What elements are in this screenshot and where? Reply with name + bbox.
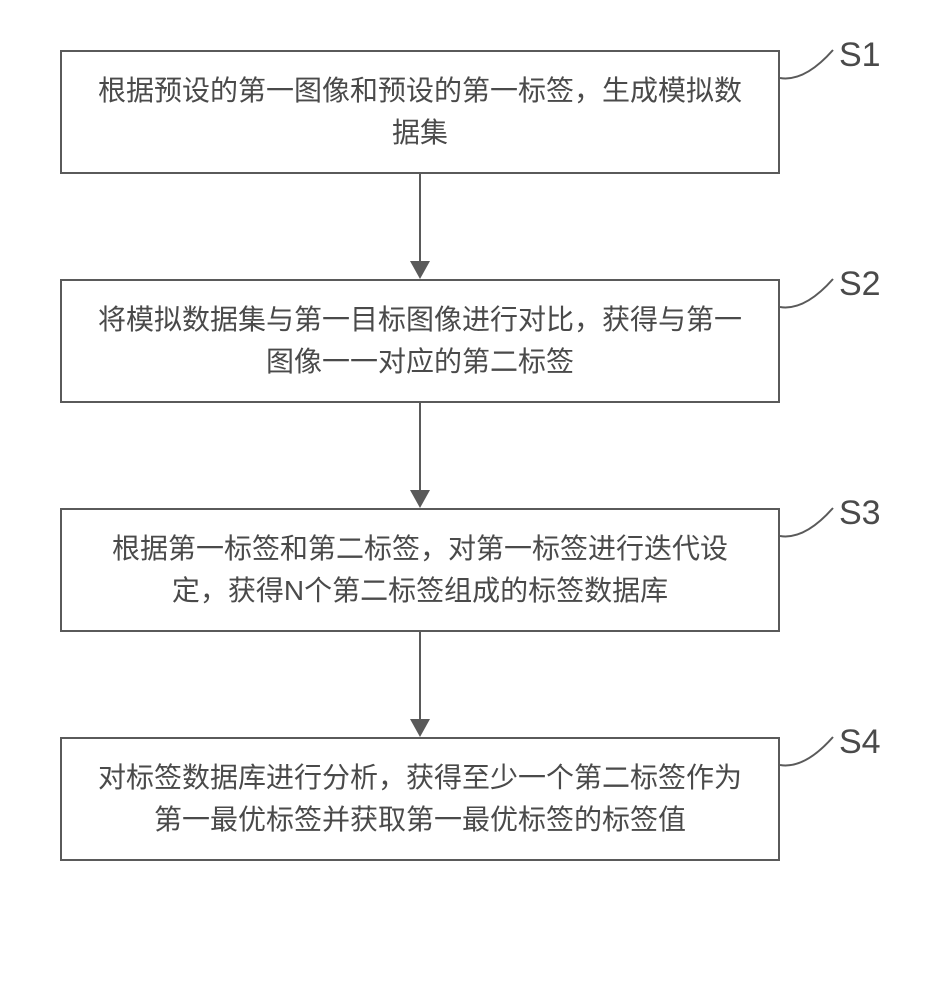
step-box-s4: 对标签数据库进行分析，获得至少一个第二标签作为第一最优标签并获取第一最优标签的标… bbox=[60, 737, 780, 861]
step-label-s3: S3 bbox=[839, 494, 881, 533]
arrow-wrap bbox=[60, 174, 780, 279]
step-text: 根据第一标签和第二标签，对第一标签进行迭代设定，获得N个第二标签组成的标签数据库 bbox=[92, 528, 748, 612]
step-text: 根据预设的第一图像和预设的第一标签，生成模拟数据集 bbox=[92, 70, 748, 154]
arrow-down bbox=[400, 632, 440, 737]
step-row: 根据预设的第一图像和预设的第一标签，生成模拟数据集S1 bbox=[60, 50, 880, 174]
step-label-s2: S2 bbox=[839, 265, 881, 304]
flowchart-container: 根据预设的第一图像和预设的第一标签，生成模拟数据集S1 将模拟数据集与第一目标图像… bbox=[60, 50, 880, 861]
arrow-down bbox=[400, 174, 440, 279]
step-row: 根据第一标签和第二标签，对第一标签进行迭代设定，获得N个第二标签组成的标签数据库… bbox=[60, 508, 880, 632]
arrow-down bbox=[400, 403, 440, 508]
arrow-wrap bbox=[60, 632, 780, 737]
step-box-s3: 根据第一标签和第二标签，对第一标签进行迭代设定，获得N个第二标签组成的标签数据库 bbox=[60, 508, 780, 632]
label-connector bbox=[780, 502, 835, 542]
label-connector bbox=[780, 731, 835, 771]
step-row: 将模拟数据集与第一目标图像进行对比，获得与第一图像一一对应的第二标签S2 bbox=[60, 279, 880, 403]
step-label-s4: S4 bbox=[839, 723, 881, 762]
label-connector bbox=[780, 44, 835, 84]
arrow-wrap bbox=[60, 403, 780, 508]
step-box-s1: 根据预设的第一图像和预设的第一标签，生成模拟数据集 bbox=[60, 50, 780, 174]
step-row: 对标签数据库进行分析，获得至少一个第二标签作为第一最优标签并获取第一最优标签的标… bbox=[60, 737, 880, 861]
step-box-s2: 将模拟数据集与第一目标图像进行对比，获得与第一图像一一对应的第二标签 bbox=[60, 279, 780, 403]
label-connector bbox=[780, 273, 835, 313]
step-label-s1: S1 bbox=[839, 36, 881, 75]
step-text: 将模拟数据集与第一目标图像进行对比，获得与第一图像一一对应的第二标签 bbox=[92, 299, 748, 383]
step-text: 对标签数据库进行分析，获得至少一个第二标签作为第一最优标签并获取第一最优标签的标… bbox=[92, 757, 748, 841]
